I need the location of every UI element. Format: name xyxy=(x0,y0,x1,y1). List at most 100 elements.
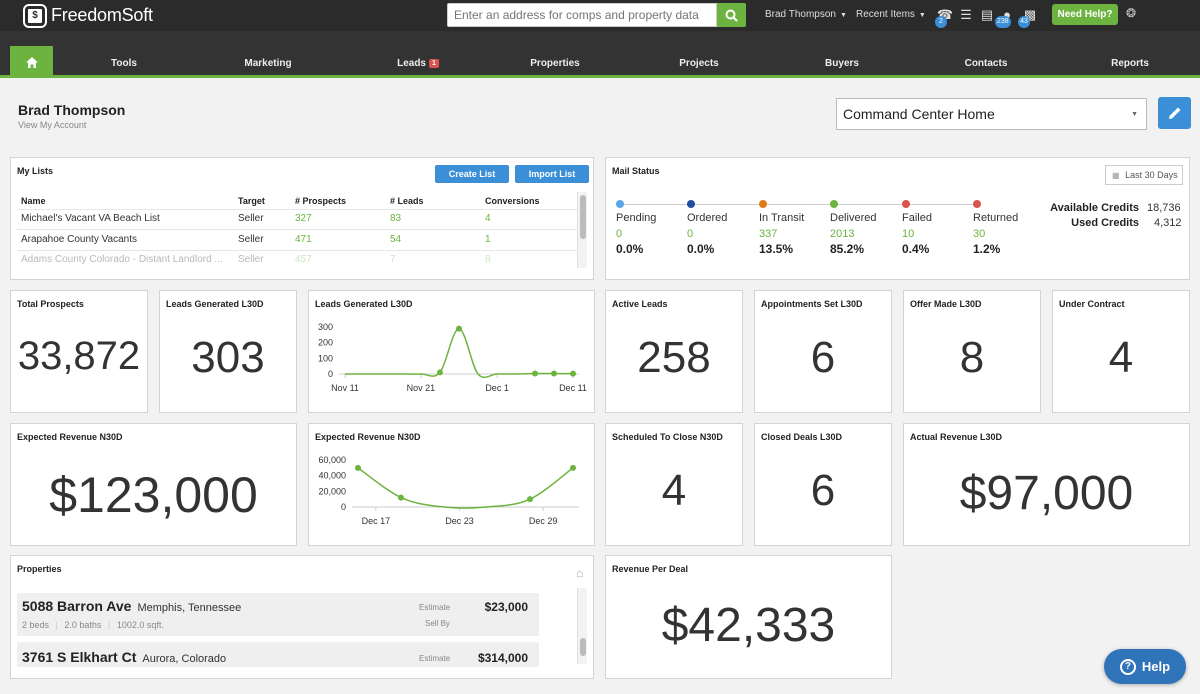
dashboard-select-value: Command Center Home xyxy=(843,106,995,122)
column-header[interactable]: Name xyxy=(21,196,46,206)
data-point xyxy=(532,370,538,377)
status-percent: 0.4% xyxy=(902,242,930,256)
data-point xyxy=(437,369,443,376)
widget-value: 4 xyxy=(661,466,687,515)
chat-badge: 43 xyxy=(1018,16,1030,28)
column-header[interactable]: Target xyxy=(238,196,265,206)
property-sqft: 1002.0 sqft. xyxy=(116,620,164,630)
search-button[interactable] xyxy=(717,3,746,27)
y-tick-label: 20,000 xyxy=(318,486,346,496)
list-name[interactable]: Arapahoe County Vacants xyxy=(21,234,138,245)
list-leads: 7 xyxy=(390,254,396,265)
widget-title: Closed Deals L30D xyxy=(761,432,843,442)
scroll-thumb[interactable] xyxy=(580,638,586,656)
need-help-button[interactable]: Need Help? xyxy=(1052,4,1118,25)
property-city: Memphis, Tennessee xyxy=(137,602,242,614)
nav-reports[interactable]: Reports xyxy=(1111,58,1149,69)
brand-name: FreedomSoft xyxy=(51,5,153,25)
nav-marketing[interactable]: Marketing xyxy=(244,58,292,69)
calendar-icon: ▦ xyxy=(1112,171,1120,180)
logo[interactable]: $ FreedomSoft xyxy=(23,3,153,28)
y-tick-label: 100 xyxy=(318,353,333,363)
active-leads-widget[interactable]: Active Leads 258 xyxy=(605,290,743,413)
nav-buyers[interactable]: Buyers xyxy=(825,58,859,69)
dashboard-select[interactable]: Command Center Home ▼ xyxy=(836,98,1147,130)
edit-dashboard-button[interactable] xyxy=(1158,97,1191,129)
list-conversions: 8 xyxy=(485,254,491,265)
widget-title: Actual Revenue L30D xyxy=(910,432,1003,442)
property-card[interactable]: 3761 S Elkhart Ct Aurora, Colorado Estima… xyxy=(17,642,539,667)
divider xyxy=(17,229,583,230)
list-target: Seller xyxy=(238,213,264,224)
scrollbar[interactable] xyxy=(577,588,587,664)
scroll-thumb[interactable] xyxy=(580,195,586,239)
document-icon[interactable]: ▤ xyxy=(980,7,994,22)
list-name[interactable]: Adams County Colorado - Distant Landlord… xyxy=(21,254,223,265)
scrollbar[interactable] xyxy=(577,192,587,268)
help-button[interactable]: ? Help xyxy=(1104,649,1186,684)
sell-by-label: Sell By xyxy=(425,619,450,628)
revenue-chart-widget[interactable]: Expected Revenue N30D 0 20,000 40,000 60,00… xyxy=(308,423,595,546)
recent-items-menu[interactable]: Recent Items ▼ xyxy=(856,9,926,20)
search-input[interactable] xyxy=(447,3,717,27)
widget-value: 33,872 xyxy=(17,334,141,378)
nav-leads[interactable]: Leads 1 xyxy=(397,58,439,69)
nav-properties[interactable]: Properties xyxy=(530,58,580,69)
property-card[interactable]: 5088 Barron Ave Memphis, Tennessee 2 beds… xyxy=(17,593,539,636)
offer-made-widget[interactable]: Offer Made L30D 8 xyxy=(903,290,1041,413)
mail-status-track xyxy=(621,204,976,205)
search-icon xyxy=(725,9,738,22)
date-range-button[interactable]: ▦ Last 30 Days xyxy=(1105,165,1183,185)
widget-title: Leads Generated L30D xyxy=(315,299,413,309)
x-tick-label: Dec 1 xyxy=(485,383,509,393)
user-menu-label: Brad Thompson xyxy=(765,9,836,20)
property-address: 5088 Barron Ave Memphis, Tennessee xyxy=(22,598,241,614)
help-button-label: Help xyxy=(1141,659,1171,674)
status-percent: 1.2% xyxy=(973,242,1001,256)
nav-home[interactable] xyxy=(10,46,53,78)
status-dot xyxy=(973,200,981,208)
column-header[interactable]: # Leads xyxy=(390,196,424,206)
nav-tools[interactable]: Tools xyxy=(111,58,137,69)
total-prospects-widget[interactable]: Total Prospects 33,872 xyxy=(10,290,148,413)
closed-deals-widget[interactable]: Closed Deals L30D 6 xyxy=(754,423,892,546)
actual-revenue-widget[interactable]: Actual Revenue L30D $97,000 xyxy=(903,423,1190,546)
add-property-icon[interactable]: ⌂ xyxy=(576,566,584,580)
column-header[interactable]: Conversions xyxy=(485,196,540,206)
owl-icon[interactable]: ❂ xyxy=(1126,6,1137,20)
revenue-per-deal-widget[interactable]: Revenue Per Deal $42,333 xyxy=(605,555,892,679)
tasks-icon[interactable]: ☰ xyxy=(960,7,972,22)
series-line xyxy=(357,467,574,509)
list-name[interactable]: Michael's Vacant VA Beach List xyxy=(21,213,160,224)
column-header[interactable]: # Prospects xyxy=(295,196,347,206)
status-count: 30 xyxy=(973,228,986,240)
import-list-button[interactable]: Import List xyxy=(515,165,589,183)
user-menu[interactable]: Brad Thompson ▼ xyxy=(765,9,847,20)
under-contract-widget[interactable]: Under Contract 4 xyxy=(1052,290,1190,413)
nav-contacts[interactable]: Contacts xyxy=(964,58,1008,69)
expected-revenue-widget[interactable]: Expected Revenue N30D $123,000 xyxy=(10,423,297,546)
panel-title: My Lists xyxy=(17,166,54,176)
top-bar: $ FreedomSoft Brad Thompson▼ Recent Item… xyxy=(0,0,1200,31)
y-tick-label: 0 xyxy=(341,502,346,512)
status-count: 337 xyxy=(759,228,778,240)
users-badge: 238 xyxy=(995,16,1011,28)
property-baths: 2.0 baths xyxy=(64,620,102,630)
leads-generated-widget[interactable]: Leads Generated L30D 303 xyxy=(159,290,297,413)
available-credits-value: 18,736 xyxy=(1147,202,1181,214)
nav-projects[interactable]: Projects xyxy=(679,58,719,69)
list-conversions: 1 xyxy=(485,234,491,245)
available-credits-label: Available Credits xyxy=(1050,202,1139,214)
widget-title: Expected Revenue N30D xyxy=(315,432,421,442)
status-count: 10 xyxy=(902,228,915,240)
y-tick-label: 300 xyxy=(318,322,333,332)
view-account-link[interactable]: View My Account xyxy=(18,120,87,130)
scheduled-close-widget[interactable]: Scheduled To Close N30D 4 xyxy=(605,423,743,546)
appointments-widget[interactable]: Appointments Set L30D 6 xyxy=(754,290,892,413)
create-list-button[interactable]: Create List xyxy=(435,165,509,183)
x-tick-label: Dec 23 xyxy=(445,516,474,526)
property-street: 5088 Barron Ave xyxy=(22,598,132,614)
users-icon[interactable]: ● xyxy=(1003,7,1011,22)
status-percent: 85.2% xyxy=(830,242,865,256)
leads-chart-widget[interactable]: Leads Generated L30D 0 100 200 300 Nov 11 Nov… xyxy=(308,290,595,413)
